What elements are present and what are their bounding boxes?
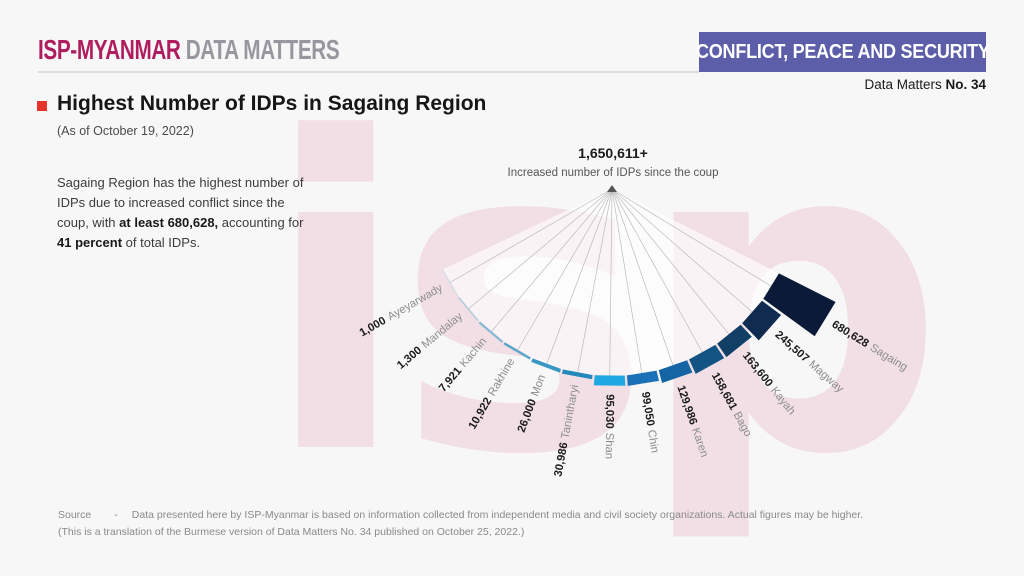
source-note: (This is a translation of the Burmese ve… [58,526,525,538]
fan-spoke-line [611,188,703,353]
source-block: Source - Data presented here by ISP-Myanma… [58,509,988,538]
chart-total-label: 1,650,611+ [578,145,648,161]
chart-subtitle: Increased number of IDPs since the coup [507,167,719,179]
fan-spoke-line [468,188,613,310]
title-bullet-square [37,101,47,111]
logo-isp-myanmar: ISP-MYANMAR [38,34,181,65]
source-dash: - [114,509,118,521]
source-row: Source - Data presented here by ISP-Myanma… [58,509,988,521]
source-text: Data presented here by ISP-Myanmar is ba… [131,509,864,521]
topic-banner: CONFLICT, PEACE AND SECURITY [696,32,990,72]
summary-text: accounting for [218,215,304,231]
fan-spoke-line [611,188,730,335]
fan-bar-label: 95,030Shan [603,394,616,459]
summary-emphasis: at least 680,628, [119,215,219,231]
fan-bar [531,358,561,373]
fan-bar-label: 7,921Kachin [437,336,489,395]
fan-spoke-line [611,188,674,366]
as-of-date: (As of October 19, 2022) [57,124,194,138]
fan-bar [593,375,626,386]
header-divider [38,71,699,73]
issue-line: Data Matters No. 34 [864,77,986,92]
fan-bar-label: 26,000Mon [516,373,548,434]
summary-emphasis: 41 percent [57,235,123,251]
fan-spoke-line [611,188,772,287]
fan-spoke-line [546,188,613,365]
fan-bar-label: 158,681Bago [709,371,754,439]
fan-bar-label: 163,600Kayah [740,350,798,417]
fan-bar [717,324,752,358]
fan-spoke-line [611,188,643,374]
topic-banner-label: CONFLICT, PEACE AND SECURITY [695,40,990,63]
summary-text: Sagaing Region has the highest number of… [57,175,304,231]
fan-bar [478,321,504,343]
fan-bar-label: 10,922Rakhine [467,356,518,431]
logo-data-matters: DATA MATTERS [185,34,340,65]
fan-bar [742,300,782,341]
fan-bar-label: 30,986Tanintharyi [552,384,581,478]
issue-prefix: Data Matters [864,77,946,92]
fan-bar-label: 1,300Mandalay [395,310,465,372]
fan-spoke-line [517,188,613,351]
fan-bar-label: 680,628Sagaing [830,319,910,374]
fan-bar [561,369,593,380]
fan-bar [503,342,531,360]
issue-number: No. 34 [945,77,986,92]
fan-spoke-line [490,188,613,332]
fan-bar [458,297,479,322]
fan-spoke-line [609,188,613,376]
fan-bar [441,269,459,297]
summary-text: of total IDPs. [122,235,201,251]
fan-bar-label: 99,050Chin [639,391,661,454]
fan-bar-label: 129,986Karen [674,384,710,459]
summary-paragraph: Sagaing Region has the highest number of… [57,173,309,254]
source-label: Source [58,509,92,521]
page-title: Highest Number of IDPs in Sagaing Region [57,92,487,115]
apex-marker-icon [607,185,617,192]
fan-bar [626,370,660,386]
fan-bar-label: 245,507Magway [773,329,846,396]
fan-bar [658,360,693,383]
fan-spoke-line [611,188,753,313]
fan-spoke-line [577,188,613,373]
fan-spoke-line [449,188,613,283]
fan-bar [763,273,836,337]
masthead: ISP-MYANMAR DATA MATTERS [38,34,445,66]
fan-bar [689,344,725,374]
